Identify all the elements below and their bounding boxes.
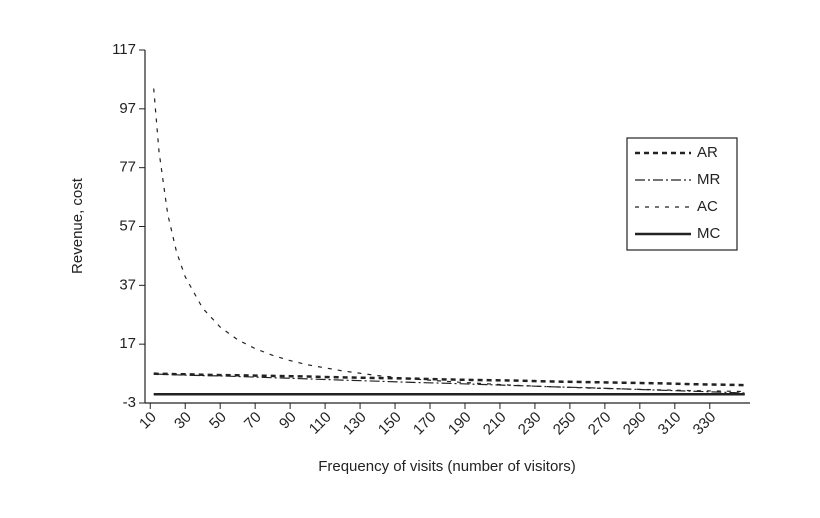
x-tick-label: 150 (375, 409, 405, 439)
x-tick-label: 270 (585, 409, 615, 439)
x-tick-label: 50 (206, 409, 230, 433)
x-tick-label: 30 (171, 409, 195, 433)
y-tick-label: 77 (119, 159, 136, 176)
x-tick-label: 130 (340, 409, 370, 439)
x-tick-label: 310 (655, 409, 685, 439)
x-tick-label: 170 (410, 409, 440, 439)
x-axis-label: Frequency of visits (number of visitors) (318, 458, 576, 475)
x-tick-label: 70 (241, 409, 265, 433)
x-tick-label: 290 (620, 409, 650, 439)
y-tick-label: 117 (112, 41, 136, 58)
x-tick-label: 210 (480, 409, 510, 439)
x-tick-label: 110 (306, 409, 335, 438)
y-tick-label: -3 (123, 394, 136, 411)
x-tick-label: 10 (136, 409, 160, 433)
line-series (153, 373, 745, 394)
x-tick-label: 330 (690, 409, 720, 439)
x-tick-label: 90 (276, 409, 300, 433)
legend-label: MC (697, 225, 720, 242)
legend-label: MR (697, 171, 720, 188)
y-tick-label: 17 (119, 335, 136, 352)
legend-label: AC (697, 198, 718, 215)
line-series (153, 88, 745, 393)
y-tick-label: 37 (119, 276, 136, 293)
y-tick-label: 97 (119, 100, 136, 117)
y-axis-label: Revenue, cost (69, 177, 86, 274)
legend-label: AR (697, 144, 718, 161)
y-tick-label: 57 (119, 217, 136, 234)
x-tick-label: 230 (515, 409, 545, 439)
legend-box (626, 137, 738, 251)
line-series (153, 372, 745, 387)
x-tick-label: 250 (550, 409, 580, 439)
x-tick-label: 190 (445, 409, 475, 439)
